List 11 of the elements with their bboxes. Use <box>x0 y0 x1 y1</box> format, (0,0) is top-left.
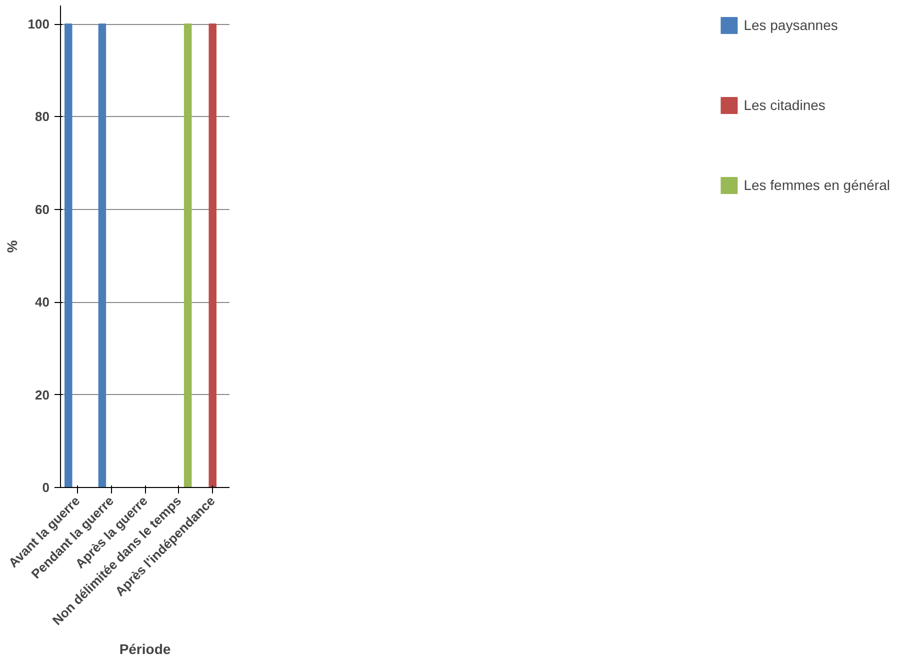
legend-label: Les femmes en général <box>744 177 890 193</box>
y-axis-title: % <box>4 240 20 253</box>
legend-label: Les paysannes <box>744 17 838 33</box>
x-axis-title: Période <box>119 641 171 658</box>
y-tick-label: 20 <box>35 387 50 402</box>
legend-label: Les citadines <box>744 97 826 113</box>
y-tick-label: 80 <box>35 109 50 124</box>
y-tick-label: 0 <box>42 480 50 495</box>
y-tick-label: 40 <box>35 294 50 310</box>
y-tick-label: 60 <box>35 202 50 217</box>
y-tick-label: 100 <box>28 16 50 32</box>
